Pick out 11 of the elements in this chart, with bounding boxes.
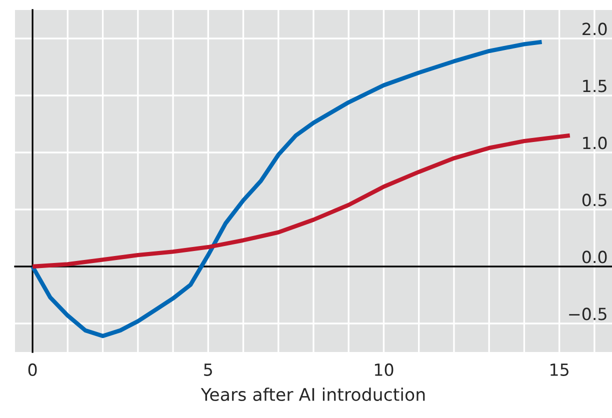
x-tick-label: 10 <box>374 363 394 376</box>
x-tick-label: 15 <box>550 364 568 376</box>
x-axis-title: Years after AI introduction <box>200 388 425 402</box>
y-tick-label: 1.0 <box>583 136 607 150</box>
y-tick-label: 1.5 <box>583 80 606 92</box>
x-tick-label: 0 <box>28 363 37 376</box>
y-tick-label: 0.0 <box>582 250 607 264</box>
y-tick-label: −0.5 <box>569 308 606 320</box>
y-tick-label: 2.0 <box>582 22 607 36</box>
y-tick-label: 0.5 <box>582 194 606 206</box>
x-tick-label: 5 <box>204 364 212 376</box>
